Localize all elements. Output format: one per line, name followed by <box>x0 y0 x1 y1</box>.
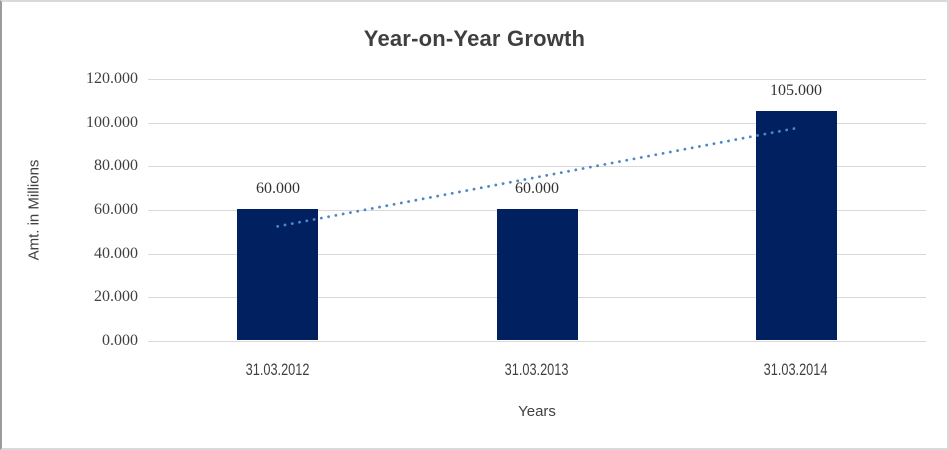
chart-title: Year-on-Year Growth <box>363 26 586 51</box>
y-tick-label: 120.000 <box>86 70 138 87</box>
gridline <box>148 79 926 80</box>
bar-value-label: 60.000 <box>256 180 300 197</box>
x-tick-label: 31.03.2014 <box>764 360 828 379</box>
y-tick-label: 60.000 <box>94 201 138 218</box>
y-tick-label: 80.000 <box>94 157 138 174</box>
y-tick-label: 40.000 <box>94 245 138 262</box>
y-tick-label: 100.000 <box>86 114 138 131</box>
gridline <box>148 341 926 342</box>
y-tick-label: 0.000 <box>102 332 138 349</box>
bar <box>497 209 578 340</box>
x-tick-label: 31.03.2012 <box>246 360 310 379</box>
plot-area: 0.000 20.000 40.000 60.000 80.000 100.000 120.… <box>86 70 926 379</box>
bar <box>756 111 837 340</box>
gridline <box>148 123 926 124</box>
y-tick-label: 20.000 <box>94 288 138 305</box>
bar-value-label: 105.000 <box>770 82 822 99</box>
x-axis-title: Years <box>518 403 556 420</box>
bar <box>237 209 318 340</box>
bar-value-label: 60.000 <box>515 180 559 197</box>
x-tick-label: 31.03.2013 <box>505 360 569 379</box>
